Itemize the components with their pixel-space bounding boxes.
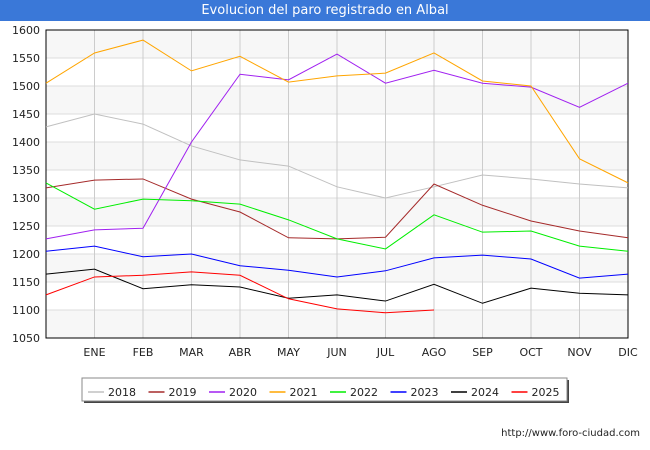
series-line-2023 <box>45 245 629 279</box>
y-tick-label: 1200 <box>12 248 40 261</box>
legend-label: 2019 <box>169 386 197 399</box>
legend-label: 2024 <box>471 386 499 399</box>
source-link[interactable]: http://www.foro-ciudad.com <box>501 428 640 439</box>
y-tick-label: 1450 <box>12 108 40 121</box>
y-tick-label: 1350 <box>12 164 40 177</box>
series-line-2021 <box>45 39 629 184</box>
legend-label: 2018 <box>108 386 136 399</box>
x-tick-label: OCT <box>519 346 542 359</box>
chart-title: Evolucion del paro registrado en Albal <box>0 0 650 21</box>
series-line-2020 <box>45 53 629 240</box>
y-tick-label: 1150 <box>12 276 40 289</box>
x-tick-label: JUN <box>326 346 347 359</box>
legend-label: 2025 <box>532 386 560 399</box>
series-line-2018 <box>45 113 629 199</box>
series-line-2024 <box>45 268 629 304</box>
x-tick-label: MAY <box>277 346 300 359</box>
x-tick-label: NOV <box>567 346 592 359</box>
series-line-2022 <box>45 182 629 252</box>
y-tick-label: 1500 <box>12 80 40 93</box>
x-tick-label: AGO <box>422 346 447 359</box>
x-tick-label: FEB <box>133 346 154 359</box>
legend-box <box>81 377 568 402</box>
y-tick-label: 1300 <box>12 192 40 205</box>
y-tick-label: 1550 <box>12 52 40 65</box>
legend-label: 2023 <box>411 386 439 399</box>
series-line-2025 <box>45 271 435 314</box>
legend-label: 2021 <box>290 386 318 399</box>
y-tick-label: 1100 <box>12 304 40 317</box>
legend-label: 2022 <box>350 386 378 399</box>
x-tick-label: ENE <box>83 346 105 359</box>
y-tick-label: 1400 <box>12 136 40 149</box>
x-tick-label: MAR <box>179 346 204 359</box>
x-tick-label: DIC <box>618 346 638 359</box>
y-tick-label: 1250 <box>12 220 40 233</box>
y-tick-label: 1050 <box>12 332 40 345</box>
x-tick-label: JUL <box>376 346 395 359</box>
legend-label: 2020 <box>229 386 257 399</box>
x-tick-label: ABR <box>229 346 252 359</box>
y-tick-label: 1600 <box>12 24 40 37</box>
plot-frame <box>45 29 629 339</box>
x-tick-label: SEP <box>472 346 493 359</box>
